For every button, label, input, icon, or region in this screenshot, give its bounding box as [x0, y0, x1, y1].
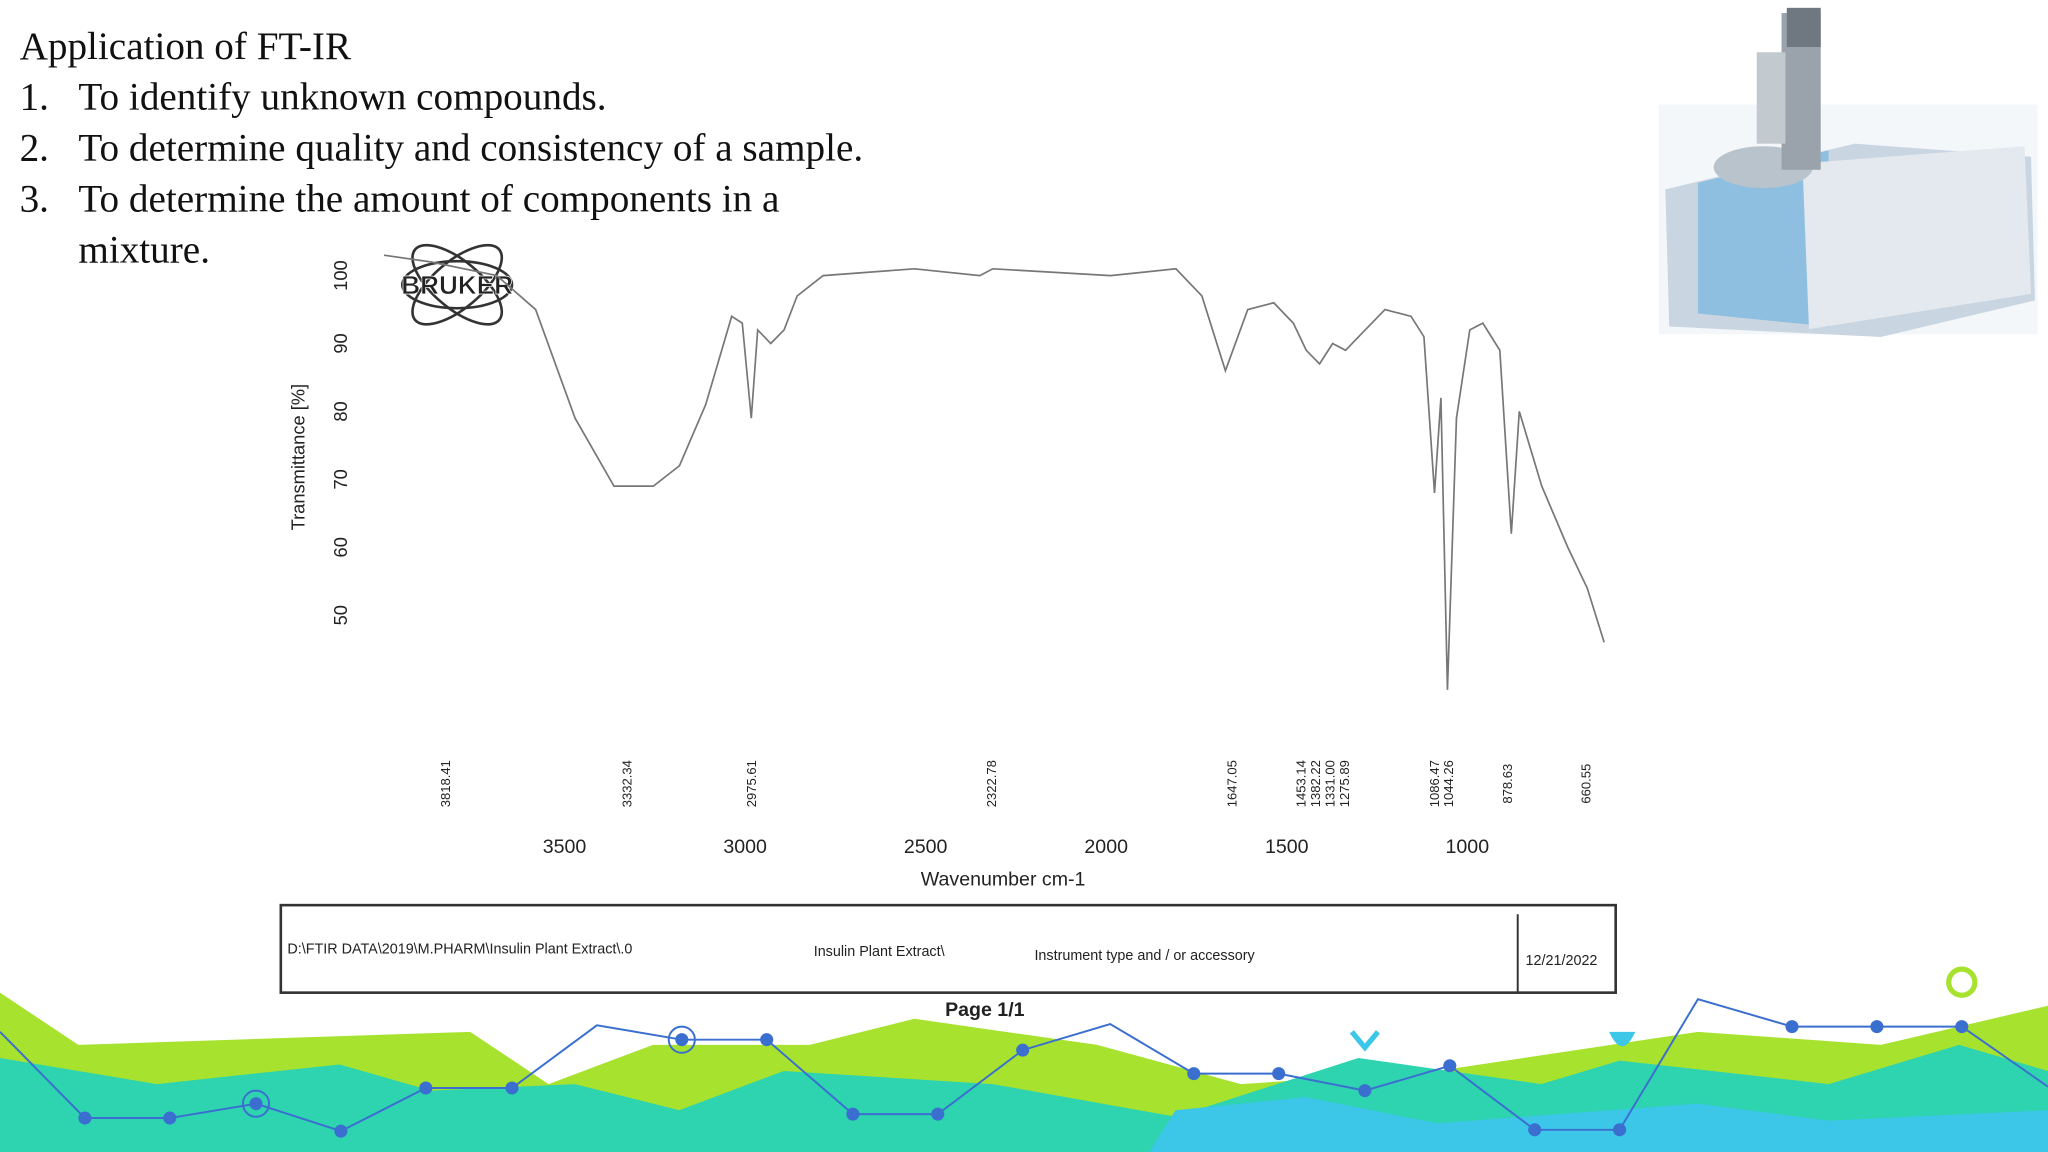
peak-label: 1453.14 [1294, 760, 1309, 807]
footer-box [279, 903, 1617, 994]
instrument-image [1658, 7, 2038, 337]
slide-title: Application of FT-IR [20, 25, 352, 68]
item-text: To identify unknown compounds. [78, 76, 606, 119]
y-tick-label: 80 [330, 401, 351, 421]
peak-label: 1382.22 [1308, 760, 1323, 807]
peak-label: 1275.89 [1337, 760, 1352, 807]
x-tick-label: 2500 [904, 836, 948, 858]
footer-sample: Insulin Plant Extract\ [814, 944, 945, 960]
y-tick-label: 50 [330, 605, 351, 625]
decoration [0, 966, 2048, 1152]
peak-label: 2322.78 [984, 760, 999, 807]
spectrum: BRUKER Wavenumber cm-1 Transmittance [%]… [279, 243, 1617, 1021]
x-tick-label: 3000 [723, 836, 767, 858]
footer-date: 12/21/2022 [1526, 953, 1598, 969]
footer-path: D:\FTIR DATA\2019\M.PHARM\Insulin Plant … [287, 941, 632, 957]
peak-label: 3332.34 [620, 760, 635, 807]
peak-label: 1331.00 [1322, 760, 1337, 807]
item-number: 1. [20, 76, 49, 119]
y-tick-label: 100 [330, 260, 351, 290]
item-text: mixture. [78, 229, 210, 272]
peak-label: 1044.26 [1441, 760, 1456, 807]
item-number: 2. [20, 127, 49, 170]
x-tick-label: 1000 [1446, 836, 1490, 858]
item-text: To determine the amount of components in… [78, 178, 779, 221]
peak-label: 1647.05 [1224, 760, 1239, 807]
x-tick-label: 1500 [1265, 836, 1309, 858]
footer-page: Page 1/1 [945, 999, 1025, 1021]
peak-label: 1086.47 [1427, 760, 1442, 807]
y-axis-label: Transmittance [%] [287, 384, 308, 531]
peak-label: 660.55 [1578, 764, 1593, 804]
logo-text: BRUKER [401, 270, 513, 300]
y-tick-label: 60 [330, 537, 351, 557]
logo [400, 243, 514, 326]
x-axis-label: Wavenumber cm-1 [921, 869, 1086, 891]
item-list: 1. To identify unknown compounds. 2. To det… [20, 76, 864, 272]
item-number: 3. [20, 178, 49, 221]
x-tick-label: 2000 [1084, 836, 1128, 858]
x-tick-label: 3500 [543, 836, 587, 858]
spectrum-line [383, 254, 1605, 690]
peak-label: 3818.41 [438, 760, 453, 807]
item-text: To determine quality and consistency of … [78, 127, 863, 170]
peak-label: 878.63 [1500, 764, 1515, 804]
footer-instrument: Instrument type and / or accessory [1034, 948, 1255, 964]
y-tick-label: 70 [330, 469, 351, 489]
y-tick-label: 90 [330, 333, 351, 353]
peak-label: 2975.61 [744, 760, 759, 807]
